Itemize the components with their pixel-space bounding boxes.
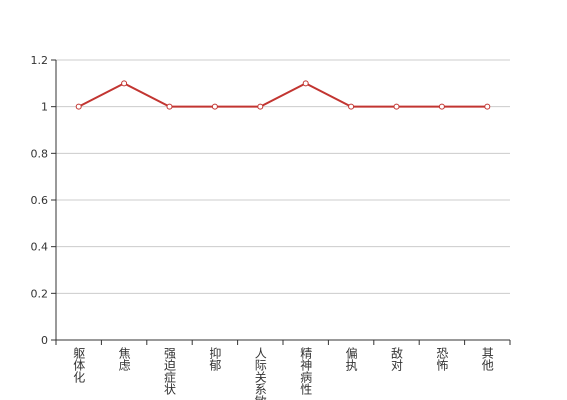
x-tick-label: 敌对 bbox=[390, 346, 404, 371]
point bbox=[484, 103, 491, 110]
x-tick-label: 强迫症状 bbox=[163, 347, 177, 395]
x-tick-label: 偏执 bbox=[344, 346, 358, 372]
point bbox=[75, 103, 82, 110]
y-tick-label: 0.8 bbox=[31, 147, 49, 160]
x-tick-label: 人际关系敏感 bbox=[253, 347, 267, 400]
y-tick-label: 1.2 bbox=[31, 54, 49, 67]
y-tick-label: 0.4 bbox=[31, 241, 49, 254]
x-tick-label: 恐怖 bbox=[435, 347, 449, 371]
point bbox=[393, 103, 400, 110]
y-tick-label: 1 bbox=[41, 101, 48, 114]
point bbox=[166, 103, 173, 110]
point bbox=[348, 103, 355, 110]
y-tick-label: 0.6 bbox=[31, 194, 49, 207]
line bbox=[78, 82, 488, 108]
point bbox=[211, 103, 218, 110]
x-tick-label: 躯体化 bbox=[72, 346, 86, 384]
point bbox=[302, 80, 309, 87]
y-tick-label: 0 bbox=[41, 334, 48, 347]
x-tick-label: 焦虑 bbox=[117, 347, 131, 371]
point bbox=[438, 103, 445, 110]
x-tick-label: 其他 bbox=[480, 347, 494, 371]
x-tick-label: 精神病性 bbox=[299, 347, 313, 396]
point bbox=[121, 80, 128, 87]
point bbox=[257, 103, 264, 110]
y-tick-label: 0.2 bbox=[31, 287, 49, 300]
x-tick-label: 抑郁 bbox=[208, 346, 222, 372]
